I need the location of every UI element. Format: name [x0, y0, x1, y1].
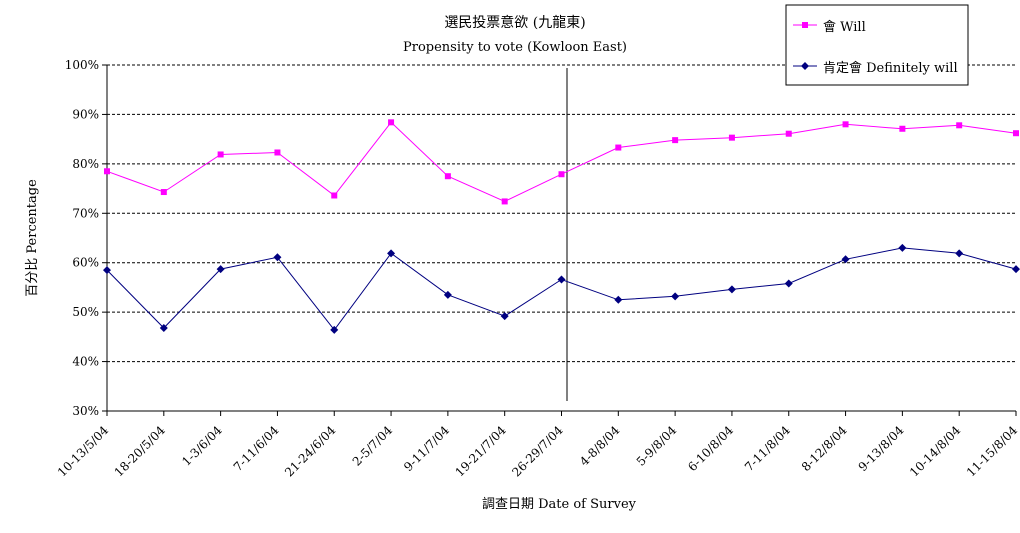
legend-label-definitely-will: 肯定會 Definitely will [823, 61, 958, 76]
y-tick-label: 70% [72, 206, 99, 220]
data-point-will [785, 130, 792, 137]
data-point-will [331, 192, 338, 199]
x-axis-label: 調查日期 Date of Survey [482, 497, 637, 512]
series-line-definitely-will [106, 247, 1017, 331]
y-tick-label: 30% [72, 404, 99, 418]
data-point-definitely-will [898, 243, 907, 252]
data-point-definitely-will [103, 266, 111, 275]
x-tick-label: 1-3/6/04 [179, 423, 225, 469]
data-point-definitely-will [159, 323, 168, 332]
data-point-will [501, 198, 508, 205]
x-tick-label: 7-11/6/04 [231, 423, 282, 474]
x-tick-label: 11-15/8/04 [964, 423, 1020, 480]
x-tick-label: 4-8/8/04 [577, 423, 623, 469]
x-tick-label: 21-24/6/04 [282, 423, 339, 480]
x-tick-label: 9-11/7/04 [401, 423, 452, 474]
data-point-will [615, 144, 622, 151]
gridlines [107, 64, 1016, 363]
data-point-definitely-will [955, 249, 964, 258]
series-line-will [106, 121, 1017, 202]
data-point-definitely-will [387, 249, 396, 258]
x-tick-label: 7-11/8/04 [742, 423, 793, 474]
x-tick-label: 26-29/7/04 [509, 423, 566, 480]
data-point-will [558, 171, 565, 178]
data-point-will [1013, 130, 1019, 137]
data-point-will [842, 121, 849, 128]
data-point-definitely-will [443, 290, 452, 299]
y-tick-label: 40% [72, 355, 99, 369]
data-point-definitely-will [784, 279, 793, 288]
data-point-will [728, 134, 735, 141]
data-point-will [672, 137, 679, 144]
chart-subtitle: Propensity to vote (Kowloon East) [403, 40, 627, 55]
x-tick-label: 18-20/5/04 [112, 423, 169, 480]
data-point-definitely-will [216, 265, 225, 274]
data-point-definitely-will [614, 295, 623, 304]
data-point-definitely-will [671, 292, 680, 301]
data-point-will [899, 125, 906, 132]
x-tick-label: 9-13/8/04 [856, 423, 907, 474]
data-point-will [104, 168, 110, 175]
chart-title: 選民投票意欲 (九龍東) [444, 14, 585, 31]
y-tick-label: 50% [72, 305, 99, 319]
data-point-will [274, 149, 281, 156]
data-point-definitely-will [500, 312, 509, 321]
data-point-definitely-will [727, 285, 736, 294]
series-lines [103, 119, 1020, 334]
data-point-definitely-will [1012, 265, 1020, 274]
data-point-will [217, 151, 224, 158]
x-tick-label: 19-21/7/04 [453, 423, 510, 480]
data-point-definitely-will [557, 275, 566, 284]
axes: 30% 40% 50% 60% 70% 80% 90% 100% 10-13/5/04 18-20… [55, 58, 1020, 480]
x-tick-label: 10-13/5/04 [55, 423, 112, 480]
y-tick-label: 80% [72, 157, 99, 171]
legend-label-will: 會 Will [823, 20, 866, 35]
legend: 會 Will 肯定會 Definitely will [785, 4, 969, 86]
data-point-will [388, 119, 395, 126]
x-tick-label: 2-5/7/04 [350, 423, 396, 469]
data-point-definitely-will [841, 255, 850, 264]
legend-marker-definitely-will [801, 62, 809, 70]
data-point-will [444, 173, 451, 180]
legend-marker-will [802, 22, 808, 28]
x-tick-label: 8-12/8/04 [799, 423, 850, 474]
y-tick-label: 90% [72, 107, 99, 121]
legend-box [785, 4, 969, 86]
data-point-will [160, 189, 167, 196]
y-axis-label: 百分比 Percentage [25, 179, 40, 297]
x-tick-label: 5-9/8/04 [634, 423, 680, 469]
data-point-definitely-will [330, 325, 339, 334]
y-tick-label: 100% [65, 58, 99, 72]
x-tick-label: 10-14/8/04 [907, 423, 964, 480]
y-tick-label: 60% [72, 256, 99, 270]
x-tick-label: 6-10/8/04 [685, 423, 736, 474]
data-point-definitely-will [273, 253, 282, 262]
data-point-will [956, 122, 963, 129]
